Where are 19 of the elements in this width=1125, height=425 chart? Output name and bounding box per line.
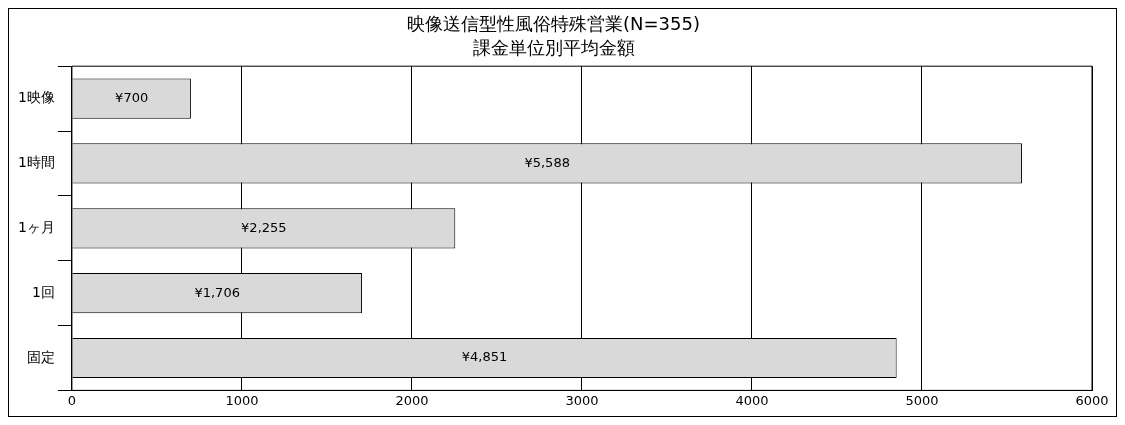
x-tick-label: 4000 bbox=[735, 392, 769, 408]
x-tick-label: 2000 bbox=[395, 392, 429, 408]
y-tick-label: 1時間 bbox=[17, 154, 55, 171]
y-tick-label: 1回 bbox=[31, 283, 55, 300]
data-label: ¥700 bbox=[115, 90, 149, 105]
chart-subtitle: 課金単位別平均金額 bbox=[472, 37, 635, 59]
x-tick-label: 3000 bbox=[565, 392, 599, 408]
y-tick-label: 1映像 bbox=[17, 89, 55, 106]
chart-title: 映像送信型性風俗特殊営業(N=355) bbox=[407, 13, 700, 35]
x-tick-label: 5000 bbox=[905, 392, 939, 408]
data-label: ¥2,255 bbox=[241, 219, 287, 235]
x-tick-label: 1000 bbox=[225, 392, 259, 408]
data-label: ¥5,588 bbox=[524, 154, 570, 170]
data-label: ¥4,851 bbox=[461, 349, 508, 365]
y-tick-label: 固定 bbox=[26, 348, 55, 365]
data-label: ¥1,706 bbox=[194, 284, 240, 300]
x-tick-label: 6000 bbox=[1075, 392, 1109, 408]
x-tick-label: 0 bbox=[67, 392, 77, 408]
y-tick-label: 1ヶ月 bbox=[17, 218, 55, 235]
